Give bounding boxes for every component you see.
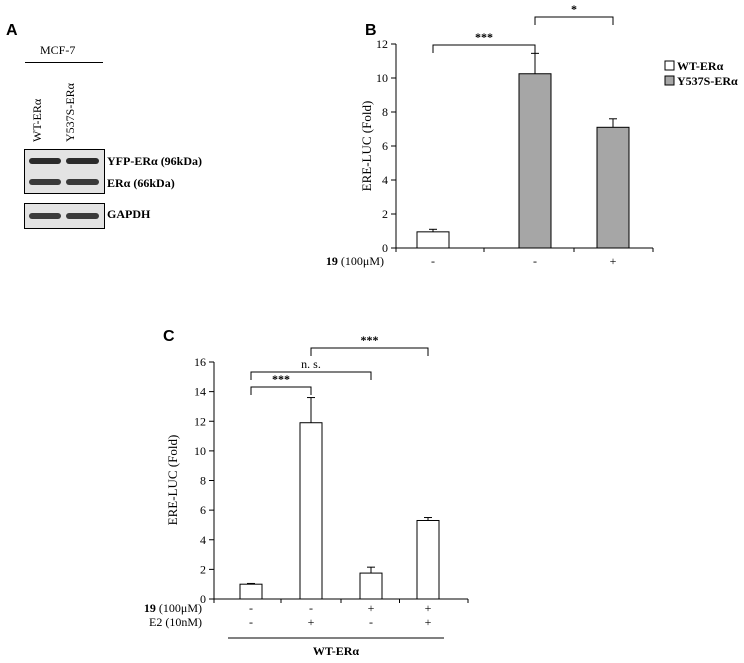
band-er-wt [29, 179, 61, 185]
band-yfp-wt [29, 158, 61, 164]
chart-b-bar-1 [518, 73, 552, 249]
chart-c-sig-label-0: *** [272, 372, 290, 386]
chart-b-sig-bracket-1 [534, 16, 614, 25]
chart-c-y-tick-label-8: 16 [194, 355, 206, 369]
chart-b-condition-0-1: - [533, 254, 537, 268]
chart-c-condition-label-1: E2 (10nM) [149, 615, 202, 629]
chart-b-condition-0-2: + [610, 254, 617, 268]
blot-box-er [24, 149, 105, 194]
chart-b-y-tick-label-3: 6 [382, 139, 388, 153]
chart-c-condition-0-0: - [249, 601, 253, 615]
chart-b-y-tick-label-0: 0 [382, 241, 388, 255]
chart-c-y-tick-label-7: 14 [194, 385, 206, 399]
band-label-yfp: YFP-ERα (96kDa) [107, 154, 203, 168]
chart-c-condition-0-2: + [368, 601, 375, 615]
chart-b-sig-label-1: * [571, 2, 577, 16]
chart-b-sig-label-0: *** [475, 30, 493, 44]
chart-c-bar-0 [239, 583, 263, 600]
chart-b-y-tick-label-5: 10 [376, 71, 388, 85]
chart-b-y-tick-label-4: 8 [382, 105, 388, 119]
chart-b-legend-label-1: Y537S-ERα [677, 74, 738, 88]
chart-c-sig-bracket-0 [250, 386, 312, 395]
chart-b-condition-0-0: - [431, 254, 435, 268]
chart-b-bar-2 [596, 126, 630, 249]
chart-b-y-tick-label-1: 2 [382, 207, 388, 221]
lane-label-wt: WT-ERα [30, 98, 44, 142]
chart-c-sig-bracket-1 [250, 371, 372, 380]
chart-c-condition-1-1: + [308, 615, 315, 629]
chart-c-y-tick-label-1: 2 [200, 562, 206, 576]
panel-letter-c: C [163, 328, 175, 345]
chart-b-condition-label-0: 19 (100μM) [326, 254, 384, 268]
chart-c-ylabel: ERE-LUC (Fold) [165, 435, 180, 526]
chart-c-condition-0-3: + [425, 601, 432, 615]
chart-c-y-tick-label-0: 0 [200, 592, 206, 606]
chart-c-condition-1-0: - [249, 615, 253, 629]
chart-b-legend-swatch-1 [664, 75, 675, 86]
chart-b-legend-label-0: WT-ERα [677, 59, 724, 73]
chart-c-bar-2 [359, 572, 383, 600]
chart-c-condition-label-0: 19 (100μM) [144, 601, 202, 615]
cell-line-label: MCF-7 [40, 43, 76, 57]
chart-b-y-tick-label-2: 4 [382, 173, 388, 187]
chart-c-condition-1-3: + [425, 615, 432, 629]
chart-c-condition-1-2: - [369, 615, 373, 629]
chart-b-sig-bracket-0 [432, 44, 536, 53]
band-er-y537s [66, 179, 99, 185]
panel-letter-a: A [6, 22, 18, 39]
chart-c-bar-3 [416, 519, 440, 600]
chart-c-y-tick-label-3: 6 [200, 503, 206, 517]
band-gapdh-wt [29, 213, 61, 219]
band-label-er: ERα (66kDa) [107, 176, 175, 190]
band-label-gapdh: GAPDH [107, 207, 151, 221]
chart-b-y-tick-label-6: 12 [376, 37, 388, 51]
chart-b-bar-0 [416, 231, 450, 249]
chart-c-y-tick-label-6: 12 [194, 414, 206, 428]
blot-box-gapdh [24, 203, 105, 229]
chart-c-group-label: WT-ERα [313, 644, 360, 658]
panel-letter-b: B [365, 22, 377, 39]
chart-c-sig-bracket-2 [310, 347, 429, 356]
chart-c-bar-1 [299, 422, 323, 600]
chart-c-sig-label-2: *** [361, 333, 379, 347]
chart-b-ylabel: ERE-LUC (Fold) [359, 101, 374, 192]
chart-c-y-tick-label-5: 10 [194, 444, 206, 458]
chart-c-condition-0-1: - [309, 601, 313, 615]
chart-b-legend-swatch-0 [664, 60, 675, 71]
lane-label-y537s: Y537S-ERα [63, 83, 77, 142]
cell-line-underline [25, 62, 103, 63]
chart-c-sig-label-1: n. s. [301, 357, 321, 371]
band-gapdh-y537s [66, 213, 99, 219]
chart-c-y-tick-label-2: 4 [200, 533, 206, 547]
chart-c-y-tick-label-4: 8 [200, 474, 206, 488]
band-yfp-y537s [66, 158, 99, 164]
